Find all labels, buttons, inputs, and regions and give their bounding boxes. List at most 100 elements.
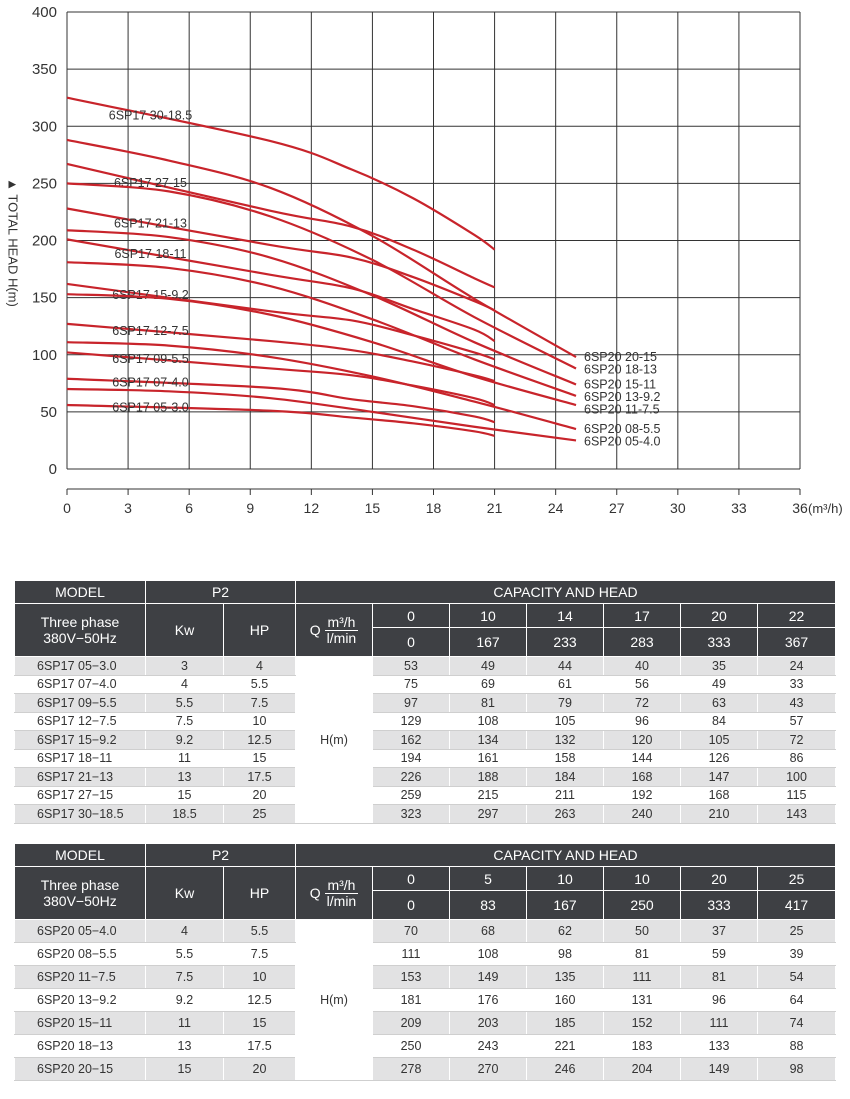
table-row: 6SP17 09−5.5 5.5 7.5 97 81 79 72 63 43: [14, 693, 837, 713]
kw-cell: 13: [145, 1034, 224, 1058]
kw-cell: 11: [145, 1011, 224, 1035]
capacity-header: CAPACITY AND HEAD: [294, 843, 837, 867]
flow-lmin-header: 250: [603, 890, 681, 920]
series-label: 6SP17 09-5.5: [112, 352, 188, 366]
head-value-cell: 49: [680, 675, 758, 694]
series-line: [66, 377, 495, 424]
table-row: 6SP17 18−11 11 15 194 161 158 144 126 86: [14, 749, 837, 768]
series-line: [66, 182, 577, 370]
chart-svg: 0 3 6 9 12 15 18 21 24 27 30 33 36 (m³/h)050100150200…: [32, 4, 843, 516]
head-label: H(m): [295, 919, 373, 1081]
head-value-cell: 63: [680, 693, 758, 713]
p2-header: P2: [145, 843, 296, 867]
head-value-cell: 149: [449, 965, 527, 989]
series-label: 6SP20 18-13: [584, 363, 657, 377]
hp-cell: 5.5: [223, 919, 296, 943]
table-row: 6SP20 11−7.5 7.5 10 153 149 135 111 81 54: [14, 965, 837, 989]
head-value-cell: 192: [603, 786, 681, 805]
hp-header: HP: [223, 866, 296, 920]
y-tick-label: 150: [32, 290, 57, 307]
series-line: [66, 138, 577, 358]
flow-lmin-header: 367: [756, 627, 837, 657]
x-tick-label: 21: [487, 500, 503, 516]
head-value-cell: 133: [680, 1034, 758, 1058]
head-value-cell: 88: [756, 1034, 837, 1058]
head-value-cell: 120: [603, 730, 681, 750]
head-value-cell: 75: [372, 675, 450, 694]
series-label: 6SP20 13-9.2: [584, 390, 660, 404]
head-value-cell: 40: [603, 656, 681, 676]
series-line: [66, 351, 495, 407]
model-cell: 6SP17 05−3.0: [14, 656, 146, 676]
head-value-cell: 111: [372, 942, 450, 966]
head-value-cell: 278: [372, 1057, 450, 1081]
model-cell: 6SP17 18−11: [14, 749, 146, 768]
head-value-cell: 81: [680, 965, 758, 989]
x-tick-label: 15: [365, 500, 381, 516]
flow-lmin-header: 333: [680, 627, 758, 657]
head-value-cell: 246: [526, 1057, 604, 1081]
y-axis-label: ▲ TOTAL HEAD H(m): [5, 178, 21, 307]
model-cell: 6SP20 11−7.5: [14, 965, 146, 989]
flow-m3h-header: 10: [449, 603, 527, 628]
model-header: MODEL: [14, 580, 146, 604]
kw-cell: 5.5: [145, 693, 224, 713]
head-value-cell: 111: [680, 1011, 758, 1035]
kw-cell: 4: [145, 675, 224, 694]
head-value-cell: 105: [680, 730, 758, 750]
hp-cell: 4: [223, 656, 296, 676]
model-cell: 6SP17 21−13: [14, 767, 146, 787]
head-value-cell: 210: [680, 804, 758, 824]
head-value-cell: 194: [372, 749, 450, 768]
model-cell: 6SP20 20−15: [14, 1057, 146, 1081]
kw-cell: 4: [145, 919, 224, 943]
x-tick-label: 0: [63, 500, 71, 516]
y-tick-label: 400: [32, 4, 57, 21]
y-tick-label: 50: [40, 404, 57, 421]
flow-lmin-header: 0: [372, 627, 450, 657]
head-label: H(m): [295, 656, 373, 824]
series-line: [66, 387, 577, 442]
flow-m3h-header: 0: [372, 603, 450, 628]
q-unit: m³/h l/min: [324, 877, 359, 909]
q-unit-m3h: m³/h: [324, 877, 359, 894]
head-value-cell: 132: [526, 730, 604, 750]
head-value-cell: 160: [526, 988, 604, 1012]
model-cell: 6SP17 30−18.5: [14, 804, 146, 824]
hp-cell: 17.5: [223, 767, 296, 787]
x-tick-label: 18: [426, 500, 442, 516]
series-label: 6SP17 30-18.5: [109, 108, 192, 122]
head-value-cell: 168: [603, 767, 681, 787]
head-value-cell: 215: [449, 786, 527, 805]
head-value-cell: 297: [449, 804, 527, 824]
x-tick-label: 33: [731, 500, 747, 516]
head-value-cell: 149: [680, 1057, 758, 1081]
head-value-cell: 69: [449, 675, 527, 694]
model-cell: 6SP17 07−4.0: [14, 675, 146, 694]
hp-cell: 10: [223, 965, 296, 989]
model-cell: 6SP20 15−11: [14, 1011, 146, 1035]
series-label: 6SP17 18-11: [114, 247, 186, 261]
series-line: [66, 403, 495, 437]
flow-m3h-header: 14: [526, 603, 604, 628]
hp-cell: 5.5: [223, 675, 296, 694]
flow-lmin-header: 0: [372, 890, 450, 920]
x-tick-label: 27: [609, 500, 625, 516]
head-value-cell: 35: [680, 656, 758, 676]
series-label: 6SP20 11-7.5: [584, 402, 660, 416]
head-value-cell: 43: [756, 693, 837, 713]
table-row: 6SP17 12−7.5 7.5 10 129 108 105 96 84 57: [14, 712, 837, 731]
head-value-cell: 131: [603, 988, 681, 1012]
phase-line-2: 380V−50Hz: [43, 893, 117, 909]
q-unit-m3h: m³/h: [324, 614, 359, 631]
kw-header: Kw: [145, 866, 224, 920]
kw-cell: 11: [145, 749, 224, 768]
kw-cell: 7.5: [145, 712, 224, 731]
flow-lmin-header: 333: [680, 890, 758, 920]
head-value-cell: 126: [680, 749, 758, 768]
head-value-cell: 81: [603, 942, 681, 966]
head-value-cell: 250: [372, 1034, 450, 1058]
hp-cell: 20: [223, 786, 296, 805]
y-tick-label: 0: [49, 461, 57, 478]
